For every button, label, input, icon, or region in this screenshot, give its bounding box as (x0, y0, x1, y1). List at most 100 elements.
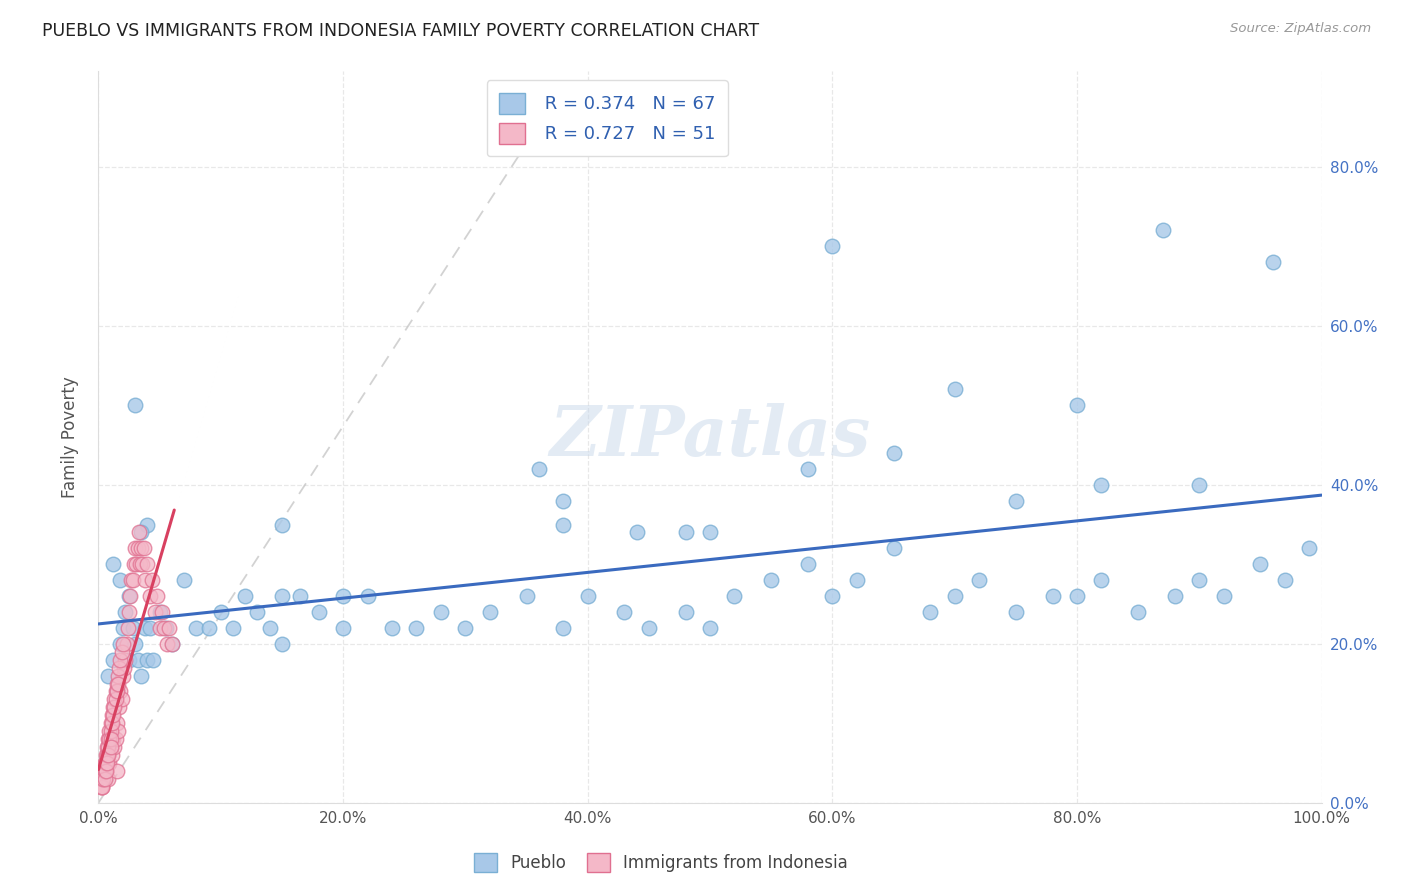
Point (136, 558, 159, 572)
Point (136, 653, 159, 667)
Point (115, 637, 138, 651)
Point (332, 621, 354, 635)
Point (96, 756, 118, 770)
Point (515, 589, 537, 603)
Point (97, 740, 120, 755)
Point (553, 493, 575, 508)
Point (111, 637, 134, 651)
Point (91, 772, 114, 786)
Point (197, 621, 219, 635)
Point (1249, 558, 1271, 572)
Point (1274, 573, 1296, 587)
Point (222, 621, 245, 635)
Point (110, 573, 132, 587)
Point (128, 525, 150, 540)
Point (155, 621, 177, 635)
Point (101, 732, 124, 747)
Point (127, 653, 149, 667)
Point (270, 589, 294, 603)
Point (883, 541, 905, 556)
Point (160, 637, 183, 651)
Point (120, 573, 142, 587)
Point (1004, 493, 1026, 508)
Point (943, 383, 966, 397)
Point (97, 668, 120, 682)
Point (125, 558, 148, 572)
Point (308, 605, 330, 619)
Point (91, 764, 114, 778)
Point (110, 653, 132, 667)
Point (675, 525, 697, 540)
Point (100, 740, 122, 755)
Point (149, 621, 172, 635)
Point (142, 653, 165, 667)
Text: Source: ZipAtlas.com: Source: ZipAtlas.com (1230, 22, 1371, 36)
Point (134, 573, 156, 587)
Legend: Pueblo, Immigrants from Indonesia: Pueblo, Immigrants from Indonesia (467, 846, 855, 879)
Point (129, 558, 152, 572)
Point (699, 621, 721, 635)
Point (132, 541, 155, 556)
Point (1298, 541, 1320, 556)
Point (118, 589, 141, 603)
Point (186, 621, 208, 635)
Point (797, 558, 820, 572)
Point (111, 668, 134, 682)
Point (110, 637, 132, 651)
Point (104, 732, 127, 747)
Point (94, 764, 117, 778)
Point (405, 621, 427, 635)
Point (1090, 573, 1112, 587)
Point (173, 573, 195, 587)
Point (107, 676, 129, 690)
Point (270, 517, 294, 532)
Point (103, 740, 125, 755)
Point (259, 621, 281, 635)
Point (93, 772, 115, 786)
Point (129, 668, 152, 682)
Point (723, 589, 745, 603)
Point (122, 558, 145, 572)
Point (139, 589, 162, 603)
Point (121, 621, 143, 635)
Point (93, 756, 115, 770)
Point (134, 621, 156, 635)
Point (124, 398, 146, 412)
Point (90, 780, 112, 794)
Point (97, 748, 120, 763)
Point (1164, 589, 1187, 603)
Point (454, 621, 477, 635)
Point (121, 573, 143, 587)
Point (1090, 477, 1112, 491)
Point (124, 637, 146, 651)
Point (920, 605, 942, 619)
Point (117, 621, 139, 635)
Point (124, 541, 146, 556)
Point (118, 605, 141, 619)
Point (101, 700, 124, 714)
Point (105, 676, 128, 690)
Point (1004, 605, 1026, 619)
Point (576, 589, 599, 603)
Point (110, 684, 132, 698)
Point (114, 653, 136, 667)
Point (149, 605, 172, 619)
Point (101, 653, 124, 667)
Point (1066, 589, 1088, 603)
Point (96, 740, 118, 755)
Point (100, 724, 122, 739)
Point (381, 621, 404, 635)
Point (209, 605, 232, 619)
Point (233, 589, 256, 603)
Point (129, 525, 152, 540)
Point (96, 748, 118, 763)
Point (94, 748, 117, 763)
Point (101, 708, 124, 723)
Point (91, 780, 114, 794)
Point (107, 668, 129, 682)
Point (613, 605, 636, 619)
Point (136, 517, 159, 532)
Point (1066, 398, 1088, 412)
Point (141, 573, 163, 587)
Point (129, 541, 152, 556)
